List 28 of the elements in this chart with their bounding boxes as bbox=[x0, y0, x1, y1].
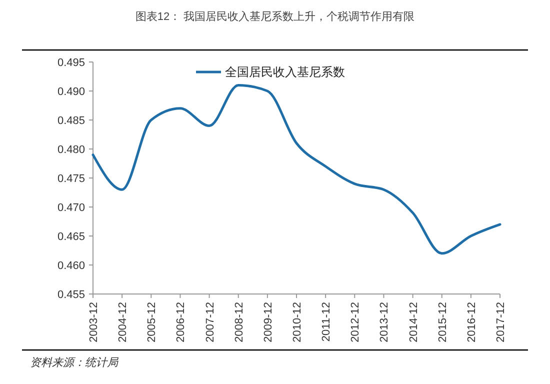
x-tick-label: 2009-12 bbox=[262, 302, 274, 342]
line-series bbox=[92, 84, 502, 255]
x-tick-label: 2010-12 bbox=[292, 302, 304, 342]
x-tick-label: 2006-12 bbox=[175, 302, 188, 342]
y-tick-label: 0.495 bbox=[57, 56, 85, 69]
x-tick-label: 2011-12 bbox=[320, 302, 333, 342]
y-tick-label: 0.470 bbox=[57, 202, 85, 214]
x-tick-label: 2012-12 bbox=[350, 302, 362, 342]
x-tick-label: 2015-12 bbox=[436, 302, 449, 342]
text: 资料来源：统计局 bbox=[30, 356, 119, 369]
y-tick-label: 0.480 bbox=[57, 144, 85, 156]
y-tick-label: 0.490 bbox=[57, 86, 85, 98]
chart-title: 图表12： 我国居民收入基尼系数上升，个税调节作用有限 bbox=[135, 10, 415, 23]
y-tick-label: 0.475 bbox=[57, 172, 85, 185]
x-tick-label: 2007-12 bbox=[204, 302, 216, 342]
x-tick-label: 2004-12 bbox=[117, 302, 130, 342]
y-tick-label: 0.465 bbox=[57, 230, 85, 243]
x-tick-label: 2016-12 bbox=[466, 302, 478, 342]
x-tick-label: 2013-12 bbox=[378, 302, 391, 342]
legend-label: 全国居民收入基尼系数 bbox=[225, 65, 345, 80]
y-tick-label: 0.460 bbox=[57, 260, 85, 272]
x-tick-label: 2014-12 bbox=[408, 302, 420, 342]
x-tick-label: 2005-12 bbox=[146, 302, 158, 342]
y-tick-label: 0.485 bbox=[57, 114, 85, 127]
x-tick-label: 2003-12 bbox=[88, 302, 100, 342]
x-tick-label: 2017-12 bbox=[495, 302, 507, 342]
y-tick-label: 0.455 bbox=[57, 288, 85, 301]
x-tick-label: 2008-12 bbox=[233, 302, 246, 342]
